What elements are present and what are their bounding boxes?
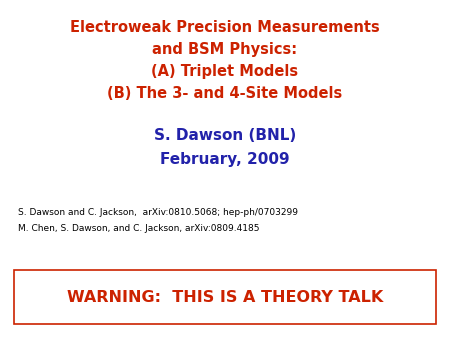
Text: S. Dawson and C. Jackson,  arXiv:0810.5068; hep-ph/0703299: S. Dawson and C. Jackson, arXiv:0810.506…	[18, 208, 298, 217]
Text: (B) The 3- and 4-Site Models: (B) The 3- and 4-Site Models	[108, 86, 342, 101]
Text: (A) Triplet Models: (A) Triplet Models	[152, 64, 298, 79]
Text: Electroweak Precision Measurements: Electroweak Precision Measurements	[70, 20, 380, 35]
Text: M. Chen, S. Dawson, and C. Jackson, arXiv:0809.4185: M. Chen, S. Dawson, and C. Jackson, arXi…	[18, 224, 260, 233]
Text: and BSM Physics:: and BSM Physics:	[153, 42, 297, 57]
Bar	[14, 270, 436, 324]
Text: February, 2009: February, 2009	[160, 152, 290, 167]
Text: WARNING:  THIS IS A THEORY TALK: WARNING: THIS IS A THEORY TALK	[67, 290, 383, 305]
Text: S. Dawson (BNL): S. Dawson (BNL)	[154, 128, 296, 143]
